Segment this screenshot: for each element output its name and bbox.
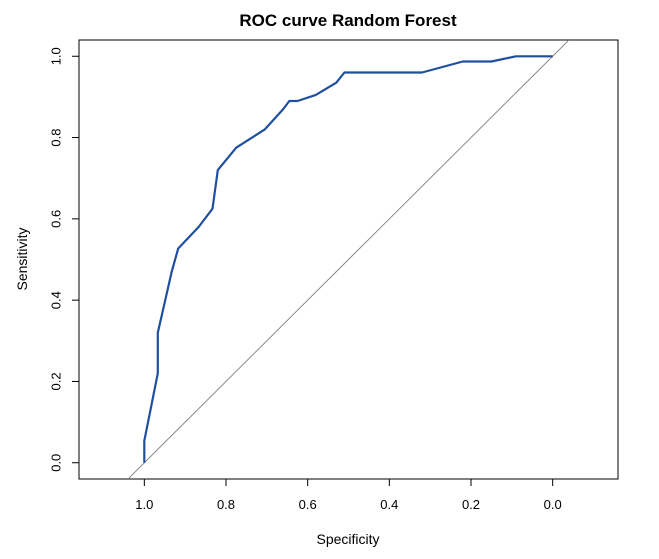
y-axis-label: Sensitivity xyxy=(14,227,30,290)
y-tick-label: 1.0 xyxy=(48,47,63,65)
x-tick-label: 0.8 xyxy=(217,497,235,512)
x-axis-label: Specificity xyxy=(316,531,379,547)
y-tick-label: 0.6 xyxy=(48,210,63,228)
x-tick-label: 0.2 xyxy=(462,497,480,512)
y-tick-label: 0.0 xyxy=(48,454,63,472)
reference-diagonal-line xyxy=(127,40,570,479)
x-tick-label: 0.6 xyxy=(299,497,317,512)
chart-title: ROC curve Random Forest xyxy=(239,11,457,30)
x-tick-label: 1.0 xyxy=(135,497,153,512)
x-tick-label: 0.4 xyxy=(380,497,398,512)
roc-curve-line xyxy=(143,55,553,463)
y-tick-label: 0.4 xyxy=(48,291,63,309)
y-tick-label: 0.8 xyxy=(48,129,63,147)
y-tick-label: 0.2 xyxy=(48,372,63,390)
x-tick-label: 0.0 xyxy=(544,497,562,512)
